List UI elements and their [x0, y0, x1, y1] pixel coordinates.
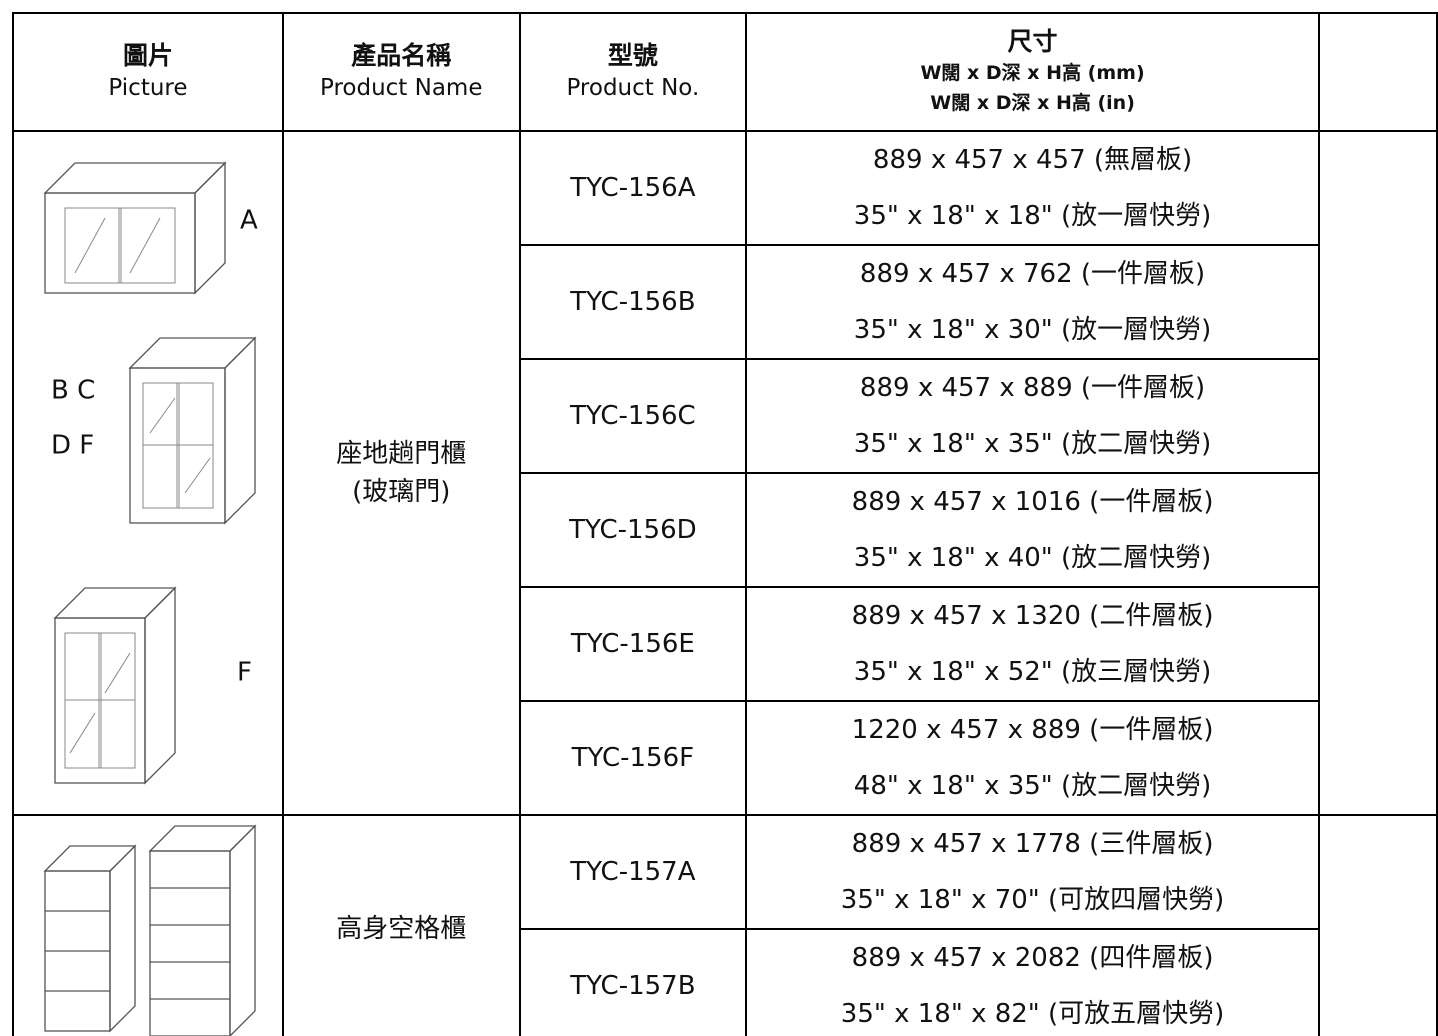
product-row: TYC-156C 889 x 457 x 889 (一件層板) 35" x 18" …	[13, 358, 1437, 474]
header-text: W闊 x D深 x H高 (in)	[930, 92, 1135, 114]
picture-cell: A B C D F F	[12, 130, 284, 816]
product-row: TYC-156D 889 x 457 x 1016 (一件層板) 35" x 18"…	[13, 472, 1437, 588]
dimension-text: 889 x 457 x 2082 (四件層板)	[851, 943, 1214, 973]
product-no: TYC-157A	[518, 814, 748, 930]
shelf-cabinet-b	[148, 824, 257, 1036]
header-text: 圖片	[122, 41, 173, 70]
dimensions-cell: 1220 x 457 x 889 (一件層板) 48" x 18" x 35" (…	[745, 700, 1320, 816]
header-cell	[1317, 12, 1438, 132]
dimensions-cell: 889 x 457 x 457 (無層板) 35" x 18" x 18" (放一…	[745, 130, 1320, 246]
dimension-text: 35" x 18" x 70" (可放四層快勞)	[840, 885, 1225, 915]
dimension-text: 889 x 457 x 762 (一件層板)	[859, 259, 1206, 289]
dimension-text: 35" x 18" x 40" (放二層快勞)	[853, 543, 1212, 573]
product-row: TYC-156E 889 x 457 x 1320 (二件層板) 35" x 18"…	[13, 586, 1437, 702]
dimension-text: 35" x 18" x 52" (放三層快勞)	[853, 657, 1212, 687]
dimension-text: 889 x 457 x 457 (無層板)	[872, 145, 1193, 175]
dimensions-cell: 889 x 457 x 1320 (二件層板) 35" x 18" x 52" (…	[745, 586, 1320, 702]
dimensions-cell: 889 x 457 x 762 (一件層板) 35" x 18" x 30" (放…	[745, 244, 1320, 360]
picture-label: B C	[51, 376, 95, 406]
product-no: TYC-156C	[518, 358, 748, 474]
header-text: Product Name	[319, 75, 483, 101]
product-no: TYC-157B	[518, 928, 748, 1036]
product-name: 座地趟門櫃	[336, 439, 467, 469]
product-table: 圖片 Picture 產品名稱 Product Name 型號 Product No. 尺寸…	[12, 12, 1438, 1036]
dimension-text: 35" x 18" x 35" (放二層快勞)	[853, 429, 1212, 459]
product-name: (玻璃門)	[352, 477, 451, 507]
name-cell: 高身空格櫃	[281, 814, 521, 1036]
dimension-text: 889 x 457 x 889 (一件層板)	[859, 373, 1206, 403]
header-cell: 型號 Product No.	[518, 12, 748, 132]
cabinet-illustrations: A B C D F F	[43, 161, 258, 785]
cabinet-a	[43, 161, 227, 295]
dimension-text: 35" x 18" x 18" (放一層快勞)	[853, 201, 1212, 231]
product-no: TYC-156A	[518, 130, 748, 246]
cabinet-f	[53, 586, 177, 785]
shelf-illustrations	[43, 824, 257, 1036]
product-row: TYC-156B 889 x 457 x 762 (一件層板) 35" x 18" …	[13, 244, 1437, 360]
header-row: 圖片 Picture 產品名稱 Product Name 型號 Product No. 尺寸…	[12, 12, 1438, 132]
product-row: TYC-156F 1220 x 457 x 889 (一件層板) 48" x 18"…	[13, 700, 1437, 816]
header-cell: 產品名稱 Product Name	[281, 12, 521, 132]
cabinet-b	[128, 336, 257, 525]
product-name: 高身空格櫃	[336, 914, 467, 944]
dimension-text: 35" x 18" x 82" (可放五層快勞)	[840, 999, 1225, 1029]
shelf-cabinet-a	[43, 844, 137, 1033]
dimension-text: 889 x 457 x 1320 (二件層板)	[851, 601, 1214, 631]
product-row: A B C D F F 座地趟門櫃 (玻璃門) TYC-156A 889 x 457 …	[12, 130, 1438, 816]
empty-cell	[1317, 814, 1438, 1036]
header-text: W闊 x D深 x H高 (mm)	[920, 62, 1145, 84]
header-cell: 圖片 Picture	[12, 12, 284, 132]
dimension-text: 1220 x 457 x 889 (一件層板)	[851, 715, 1214, 745]
dimensions-cell: 889 x 457 x 1778 (三件層板) 35" x 18" x 70" (…	[745, 814, 1320, 930]
product-no: TYC-156D	[518, 472, 748, 588]
picture-label: D F	[51, 431, 94, 461]
product-no: TYC-156F	[518, 700, 748, 816]
picture-label: F	[237, 658, 252, 688]
dimension-text: 48" x 18" x 35" (放二層快勞)	[853, 771, 1212, 801]
dimension-text: 889 x 457 x 1016 (一件層板)	[851, 487, 1214, 517]
header-text: Product No.	[566, 75, 700, 101]
dimension-text: 35" x 18" x 30" (放一層快勞)	[853, 315, 1212, 345]
dimension-text: 889 x 457 x 1778 (三件層板)	[851, 829, 1214, 859]
dimensions-cell: 889 x 457 x 889 (一件層板) 35" x 18" x 35" (放…	[745, 358, 1320, 474]
product-no: TYC-156E	[518, 586, 748, 702]
product-row: TYC-157B 889 x 457 x 2082 (四件層板) 35" x 18"…	[13, 928, 1437, 1036]
picture-cell	[12, 814, 284, 1036]
picture-label: A	[240, 206, 258, 236]
header-text: 型號	[607, 41, 658, 70]
empty-cell	[1317, 130, 1438, 816]
product-no: TYC-156B	[518, 244, 748, 360]
product-row: 高身空格櫃 TYC-157A 889 x 457 x 1778 (三件層板) 35" …	[12, 814, 1438, 1036]
dimensions-cell: 889 x 457 x 2082 (四件層板) 35" x 18" x 82" (…	[745, 928, 1320, 1036]
header-text: 產品名稱	[351, 41, 452, 70]
dimensions-cell: 889 x 457 x 1016 (一件層板) 35" x 18" x 40" (…	[745, 472, 1320, 588]
name-cell: 座地趟門櫃 (玻璃門)	[281, 130, 521, 816]
header-text: Picture	[108, 75, 188, 101]
header-text: 尺寸	[1007, 27, 1058, 56]
header-cell: 尺寸 W闊 x D深 x H高 (mm) W闊 x D深 x H高 (in)	[745, 12, 1320, 132]
